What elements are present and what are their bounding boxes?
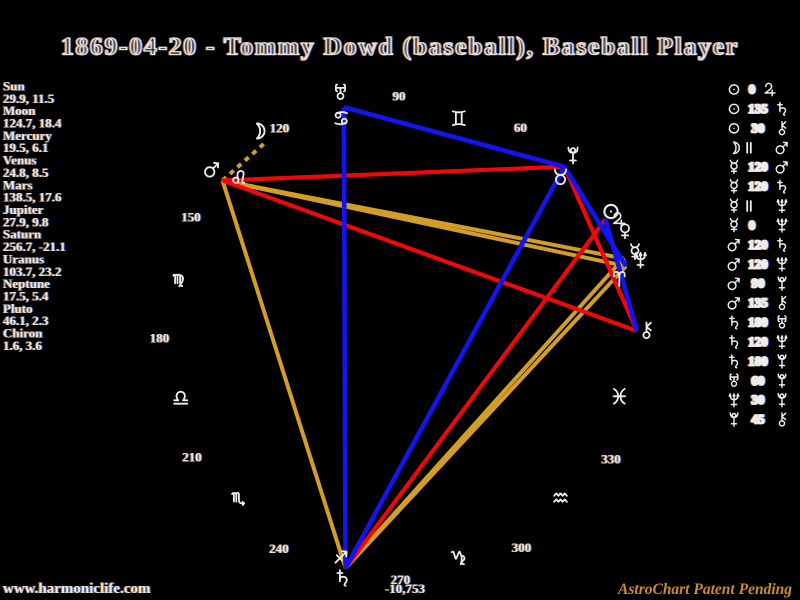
svg-text:0: 0: [749, 82, 756, 97]
svg-text:17.5, 5.4: 17.5, 5.4: [3, 288, 49, 303]
svg-text:180: 180: [748, 353, 768, 368]
svg-text:Venus: Venus: [3, 153, 36, 168]
svg-text:300: 300: [512, 540, 532, 555]
svg-text:124.7, 18.4: 124.7, 18.4: [3, 116, 62, 131]
svg-text:27.9, 9.8: 27.9, 9.8: [3, 214, 49, 229]
svg-text:120: 120: [748, 334, 768, 349]
svg-text:180: 180: [748, 315, 768, 330]
svg-text:29.9, 11.5: 29.9, 11.5: [3, 91, 55, 106]
svg-text:60: 60: [514, 120, 527, 135]
svg-text:Mars: Mars: [3, 177, 33, 192]
svg-text:Uranus: Uranus: [3, 251, 44, 266]
svg-text:120: 120: [748, 159, 768, 174]
svg-text:Jupiter: Jupiter: [3, 202, 44, 217]
svg-text:www.harmoniclife.com: www.harmoniclife.com: [3, 581, 151, 597]
svg-text:30: 30: [752, 120, 765, 135]
svg-text:138.5, 17.6: 138.5, 17.6: [3, 190, 62, 205]
svg-text:30: 30: [752, 392, 765, 407]
svg-text:Moon: Moon: [3, 103, 36, 118]
svg-text:60: 60: [752, 373, 765, 388]
svg-text:24.8, 8.5: 24.8, 8.5: [3, 165, 49, 180]
svg-text:330: 330: [601, 452, 621, 467]
svg-text:0: 0: [749, 217, 756, 232]
svg-text:45: 45: [752, 412, 766, 427]
svg-text:Pluto: Pluto: [3, 301, 33, 316]
svg-text:256.7, -21.1: 256.7, -21.1: [3, 239, 66, 254]
svg-text:90: 90: [752, 276, 765, 291]
svg-text:210: 210: [182, 450, 202, 465]
svg-text:270: 270: [391, 572, 411, 587]
svg-text:120: 120: [270, 121, 290, 136]
svg-text:120: 120: [748, 256, 768, 271]
svg-text:AstroChart Patent Pending: AstroChart Patent Pending: [617, 581, 792, 598]
svg-text:Saturn: Saturn: [3, 227, 42, 242]
svg-text:Neptune: Neptune: [3, 276, 50, 291]
svg-text:103.7, 23.2: 103.7, 23.2: [3, 264, 62, 279]
svg-text:150: 150: [181, 210, 201, 225]
svg-text:120: 120: [748, 179, 768, 194]
svg-text:19.5, 6.1: 19.5, 6.1: [3, 140, 49, 155]
svg-text:Mercury: Mercury: [3, 128, 52, 143]
svg-text:1869-04-20 - Tommy Dowd (baseb: 1869-04-20 - Tommy Dowd (baseball), Base…: [61, 32, 739, 61]
svg-text:240: 240: [269, 541, 289, 556]
svg-text:Sun: Sun: [3, 79, 25, 94]
svg-text:46.1, 2.3: 46.1, 2.3: [3, 313, 49, 328]
svg-text:180: 180: [150, 331, 170, 346]
svg-text:120: 120: [748, 237, 768, 252]
svg-text:135: 135: [748, 101, 768, 116]
svg-text:Chiron: Chiron: [3, 326, 43, 341]
svg-text:90: 90: [393, 89, 406, 104]
svg-text:135: 135: [748, 295, 768, 310]
svg-text:-10,753: -10,753: [385, 581, 426, 596]
svg-text:1.6, 3.6: 1.6, 3.6: [3, 338, 43, 353]
